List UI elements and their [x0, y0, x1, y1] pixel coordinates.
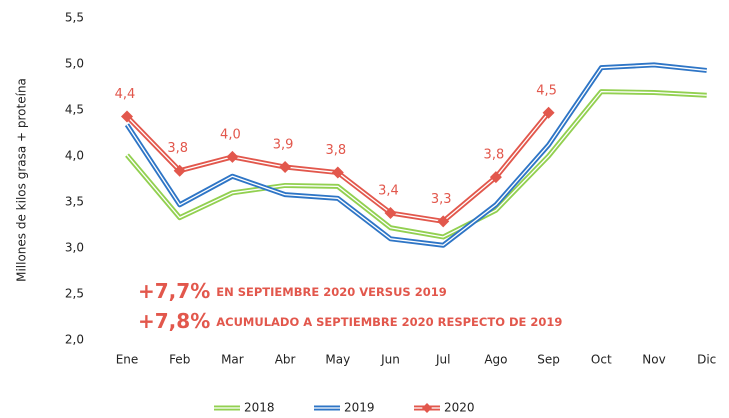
x-tick-label: Oct: [591, 353, 612, 367]
data-label: 3,4: [378, 184, 399, 199]
annotation-value: +7,7%: [138, 279, 210, 303]
x-tick-label: Feb: [169, 353, 190, 367]
annotation-text: EN SEPTIEMBRE 2020 VERSUS 2019: [216, 285, 447, 299]
marker: [121, 110, 133, 123]
legend-label: 2019: [344, 401, 375, 415]
y-tick-label: 5,0: [65, 57, 84, 71]
marker: [542, 106, 555, 119]
y-tick-label: 4,5: [65, 103, 84, 117]
data-label: 4,0: [220, 127, 241, 142]
y-tick-label: 4,0: [65, 149, 84, 163]
data-label: 4,5: [536, 83, 557, 98]
data-label: 4,4: [115, 87, 136, 102]
x-tick-label: May: [325, 353, 350, 367]
annotation-value: +7,8%: [138, 309, 210, 333]
marker: [279, 161, 292, 174]
y-tick-label: 5,5: [65, 11, 84, 25]
x-tick-label: Ene: [116, 353, 139, 367]
x-tick-label: Mar: [221, 353, 244, 367]
data-label: 3,9: [273, 138, 294, 153]
data-label: 3,3: [431, 192, 452, 207]
annotation: +7,8% ACUMULADO A SEPTIEMBRE 2020 RESPECT…: [138, 309, 562, 333]
data-label: 3,8: [484, 148, 505, 163]
marker: [226, 150, 239, 163]
legend-label: 2020: [444, 401, 475, 415]
annotation: +7,7% EN SEPTIEMBRE 2020 VERSUS 2019: [138, 279, 447, 303]
series-line-highlight: [126, 64, 707, 246]
y-tick-label: 3,5: [65, 195, 84, 209]
y-tick-label: 3,0: [65, 241, 84, 255]
x-tick-label: Dic: [697, 353, 716, 367]
annotation-text: ACUMULADO A SEPTIEMBRE 2020 RESPECTO DE …: [216, 315, 562, 329]
marker: [489, 171, 502, 184]
y-axis-label: Millones de kilos grasa + proteína: [15, 78, 29, 282]
data-label: 3,8: [325, 143, 346, 158]
marker: [331, 166, 344, 179]
x-tick-label: Jun: [380, 353, 400, 367]
y-tick-label: 2,5: [65, 287, 84, 301]
x-tick-label: Nov: [642, 353, 665, 367]
x-tick-label: Ago: [484, 353, 507, 367]
marker: [173, 164, 186, 177]
x-tick-label: Abr: [275, 353, 296, 367]
x-tick-label: Sep: [537, 353, 560, 367]
y-tick-label: 2,0: [65, 333, 84, 347]
marker: [437, 215, 450, 228]
x-tick-label: Jul: [435, 353, 450, 367]
legend-marker: [422, 403, 432, 413]
marker: [384, 207, 397, 220]
series-line-highlight: [126, 90, 707, 238]
data-label: 3,8: [167, 141, 188, 156]
legend-label: 2018: [244, 401, 275, 415]
